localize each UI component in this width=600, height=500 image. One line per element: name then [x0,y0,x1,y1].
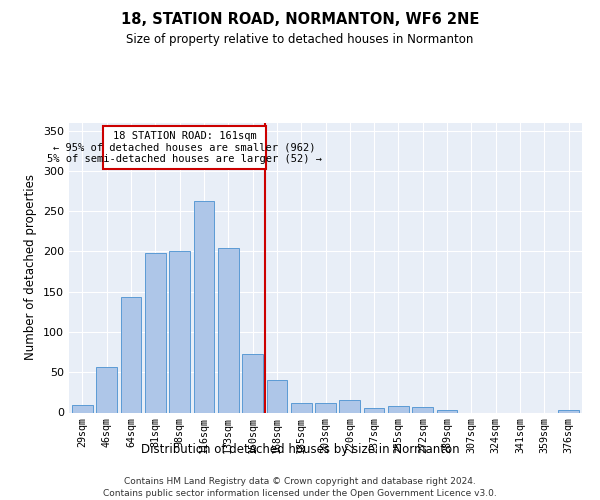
Bar [169,252,190,412]
Bar [121,298,142,412]
Text: ← 95% of detached houses are smaller (962): ← 95% of detached houses are smaller (96… [53,142,316,152]
Bar [437,410,457,412]
Text: Contains HM Land Registry data © Crown copyright and database right 2024.: Contains HM Land Registry data © Crown c… [124,478,476,486]
Bar [242,354,263,412]
Bar [194,202,214,412]
Y-axis label: Number of detached properties: Number of detached properties [25,174,37,360]
Bar [266,380,287,412]
Bar [340,400,360,412]
Bar [72,405,93,412]
FancyBboxPatch shape [103,126,266,169]
Bar [364,408,385,412]
Text: 5% of semi-detached houses are larger (52) →: 5% of semi-detached houses are larger (5… [47,154,322,164]
Text: 18 STATION ROAD: 161sqm: 18 STATION ROAD: 161sqm [113,131,256,141]
Bar [145,253,166,412]
Bar [291,403,311,412]
Bar [218,248,239,412]
Text: Size of property relative to detached houses in Normanton: Size of property relative to detached ho… [127,32,473,46]
Bar [97,366,117,412]
Bar [388,406,409,412]
Text: Distribution of detached houses by size in Normanton: Distribution of detached houses by size … [140,442,460,456]
Bar [315,403,336,412]
Bar [412,407,433,412]
Text: 18, STATION ROAD, NORMANTON, WF6 2NE: 18, STATION ROAD, NORMANTON, WF6 2NE [121,12,479,28]
Text: Contains public sector information licensed under the Open Government Licence v3: Contains public sector information licen… [103,489,497,498]
Bar [558,410,579,412]
